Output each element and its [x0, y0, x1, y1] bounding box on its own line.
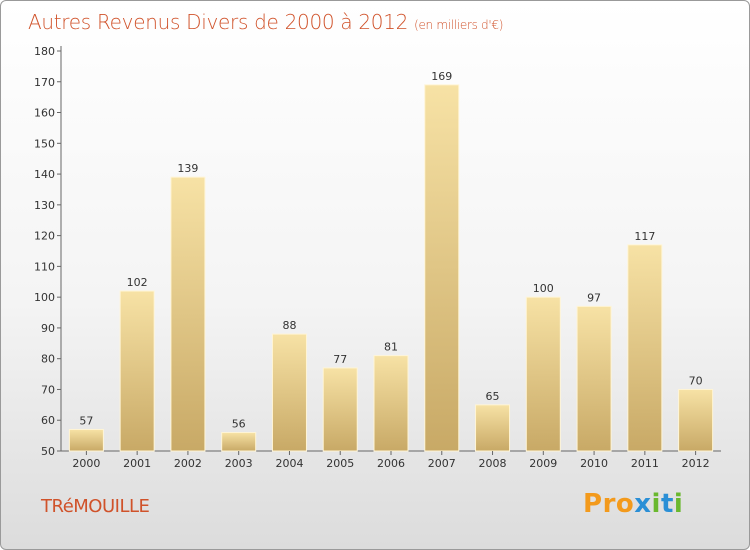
y-tick-label: 90: [41, 322, 55, 335]
bar: [576, 305, 612, 452]
y-tick-label: 110: [34, 260, 55, 273]
proxiti-logo: Proxiti: [583, 489, 683, 519]
logo-letter: r: [602, 489, 616, 519]
bar: [119, 290, 155, 452]
logo-letter: i: [673, 489, 684, 519]
bar-value-label: 56: [232, 418, 246, 431]
bar-value-label: 88: [282, 319, 296, 332]
y-tick-label: 60: [41, 414, 55, 427]
x-tick-label: 2000: [72, 457, 100, 470]
y-tick-label: 140: [34, 168, 55, 181]
y-tick-label: 120: [34, 230, 55, 243]
y-tick-label: 150: [34, 137, 55, 150]
y-tick-label: 80: [41, 353, 55, 366]
logo-letter: o: [615, 489, 635, 519]
bar-value-label: 139: [177, 162, 198, 175]
bar: [627, 244, 663, 452]
x-tick-label: 2005: [326, 457, 354, 470]
y-tick-label: 100: [34, 291, 55, 304]
bar: [678, 388, 714, 452]
bar: [170, 176, 206, 452]
bar-value-label: 65: [486, 390, 500, 403]
x-tick-label: 2009: [529, 457, 557, 470]
x-tick-label: 2010: [580, 457, 608, 470]
bar-value-label: 97: [587, 291, 601, 304]
x-tick-label: 2003: [225, 457, 253, 470]
logo-letter: i: [651, 489, 661, 519]
bar: [525, 296, 561, 452]
y-tick-label: 160: [34, 107, 55, 120]
x-tick-label: 2008: [479, 457, 507, 470]
bar: [424, 84, 460, 452]
bar-value-label: 102: [127, 276, 148, 289]
y-tick-label: 170: [34, 76, 55, 89]
chart-title-text: Autres Revenus Divers de 2000 à 2012: [28, 10, 409, 34]
bar-value-label: 117: [634, 230, 655, 243]
bar: [271, 333, 307, 452]
x-tick-label: 2006: [377, 457, 405, 470]
x-tick-label: 2012: [682, 457, 710, 470]
commune-name: TRéMOUILLE: [41, 496, 150, 517]
x-tick-label: 2002: [174, 457, 202, 470]
bar-value-label: 81: [384, 341, 398, 354]
bar: [68, 428, 104, 452]
y-tick-label: 70: [41, 383, 55, 396]
logo-letter: x: [634, 489, 652, 519]
x-tick-label: 2004: [275, 457, 303, 470]
y-tick-label: 180: [34, 45, 55, 58]
logo-letter: P: [583, 489, 603, 519]
logo-letter: t: [660, 489, 674, 519]
bar: [221, 432, 257, 452]
bar: [373, 355, 409, 452]
bar-value-label: 169: [431, 70, 452, 83]
chart-unit: (en milliers d'€): [414, 18, 504, 32]
x-tick-label: 2001: [123, 457, 151, 470]
bar-value-label: 70: [689, 374, 703, 387]
bar-value-label: 100: [533, 282, 554, 295]
y-tick-label: 130: [34, 199, 55, 212]
bar: [322, 367, 358, 452]
bar: [475, 404, 511, 452]
bar-value-label: 57: [79, 414, 93, 427]
chart-title: Autres Revenus Divers de 2000 à 2012 (en …: [28, 10, 503, 34]
x-tick-label: 2011: [631, 457, 659, 470]
bar-value-label: 77: [333, 353, 347, 366]
y-tick-label: 50: [41, 445, 55, 458]
x-tick-label: 2007: [428, 457, 456, 470]
